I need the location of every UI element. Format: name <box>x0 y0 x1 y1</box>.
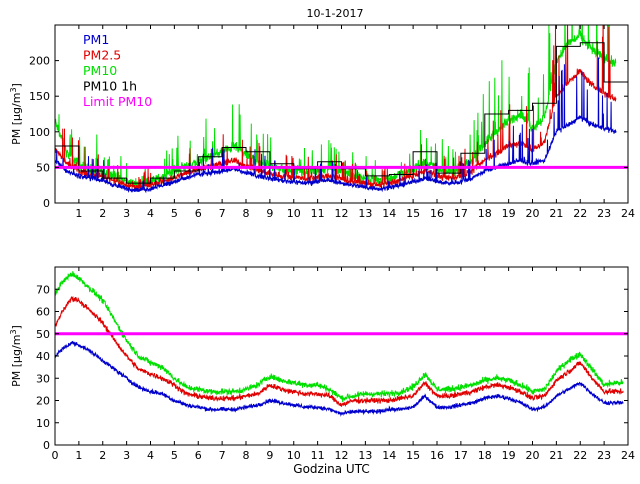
y-axis-label: PM [µg/m3] <box>9 325 23 387</box>
x-tick-label: 11 <box>311 207 325 220</box>
x-tick-label: 12 <box>335 449 349 462</box>
x-tick-label: 15 <box>406 207 420 220</box>
y-tick-label: 10 <box>36 417 50 430</box>
chart-panel-2: 0 1 2 3 4 5 6 7 8 9 10 11 12 13 14 15 16 17 18 19 20 21 22 23 24… <box>9 266 635 476</box>
x-tick-label: 3 <box>123 449 130 462</box>
y-tick-label: 0 <box>43 439 50 452</box>
y-axis-label-sup: 3 <box>9 329 18 334</box>
y-axis-label-main: PM [µg/m <box>10 93 23 145</box>
x-tick-label: 19 <box>502 207 516 220</box>
x-tick-label: 13 <box>358 449 372 462</box>
y-tick-label: 50 <box>36 161 50 174</box>
x-tick-label: 15 <box>406 449 420 462</box>
chart-title: 10-1-2017 <box>307 7 364 20</box>
y-tick-label: 50 <box>36 328 50 341</box>
y-tick-label: 150 <box>29 90 50 103</box>
x-tick-label: 12 <box>335 207 349 220</box>
x-tick-label: 10 <box>287 449 301 462</box>
x-tick-label: 23 <box>597 449 611 462</box>
x-tick-label: 17 <box>454 207 468 220</box>
x-tick-label: 2 <box>99 449 106 462</box>
x-tick-label: 7 <box>219 449 226 462</box>
y-tick-label: 100 <box>29 126 50 139</box>
x-tick-label: 17 <box>454 449 468 462</box>
x-tick-label: 1 <box>75 207 82 220</box>
series-line-pm10-1h <box>55 42 628 184</box>
plot-area <box>55 25 628 194</box>
x-tick-label: 21 <box>549 207 563 220</box>
x-tick-label: 6 <box>195 449 202 462</box>
x-tick-label: 5 <box>171 207 178 220</box>
x-axis-label: Godzina UTC <box>293 462 369 476</box>
x-tick-label: 19 <box>502 449 516 462</box>
series-line-pm1 <box>55 57 617 194</box>
y-axis-label-end: ] <box>10 83 23 87</box>
y-axis-label: PM [µg/m3] <box>9 83 23 145</box>
x-tick-label: 23 <box>597 207 611 220</box>
x-tick-label: 16 <box>430 449 444 462</box>
y-tick-label: 200 <box>29 55 50 68</box>
x-tick-label: 8 <box>243 449 250 462</box>
x-tick-label: 4 <box>147 449 154 462</box>
y-axis-label-end: ] <box>10 325 23 329</box>
plot-frame <box>54 24 629 204</box>
x-tick-label: 14 <box>382 207 396 220</box>
x-tick-label: 16 <box>430 207 444 220</box>
x-tick-label: 9 <box>266 449 273 462</box>
series-line-pm1 <box>55 340 624 417</box>
chart-panel-1: 1 2 3 4 5 6 7 8 9 10 11 12 13 14 15 16 17 18 19 20 21 22 23 240… <box>9 24 635 220</box>
x-tick-label: 0 <box>52 449 59 462</box>
y-tick-label: 30 <box>36 372 50 385</box>
y-tick-label: 20 <box>36 395 50 408</box>
x-tick-label: 20 <box>526 207 540 220</box>
x-tick-label: 10 <box>287 207 301 220</box>
x-tick-label: 18 <box>478 449 492 462</box>
x-tick-label: 22 <box>573 207 587 220</box>
legend-entry: PM10 <box>83 63 117 78</box>
plot-area <box>55 271 628 417</box>
x-tick-label: 24 <box>621 207 635 220</box>
y-axis-label-sup: 3 <box>9 87 18 92</box>
x-tick-label: 2 <box>99 207 106 220</box>
legend-entry: PM2.5 <box>83 48 121 63</box>
x-tick-label: 20 <box>526 449 540 462</box>
x-tick-label: 8 <box>243 207 250 220</box>
x-tick-label: 5 <box>171 449 178 462</box>
legend-entry: Limit PM10 <box>83 94 152 109</box>
x-tick-label: 7 <box>219 207 226 220</box>
x-tick-label: 3 <box>123 207 130 220</box>
y-tick-label: 40 <box>36 350 50 363</box>
x-tick-label: 22 <box>573 449 587 462</box>
x-tick-label: 21 <box>549 449 563 462</box>
x-tick-label: 24 <box>621 449 635 462</box>
x-tick-label: 1 <box>75 449 82 462</box>
series-line-pm10 <box>55 271 624 403</box>
x-tick-label: 13 <box>358 207 372 220</box>
series-line-pm2-5 <box>55 295 624 408</box>
legend-entry: PM10 1h <box>83 79 137 94</box>
x-tick-label: 4 <box>147 207 154 220</box>
y-axis-label-main: PM [µg/m <box>10 335 23 387</box>
x-tick-label: 6 <box>195 207 202 220</box>
y-tick-label: 0 <box>43 197 50 210</box>
x-tick-label: 11 <box>311 449 325 462</box>
y-tick-label: 70 <box>36 283 50 296</box>
x-tick-label: 14 <box>382 449 396 462</box>
x-tick-label: 9 <box>266 207 273 220</box>
y-tick-label: 60 <box>36 306 50 319</box>
x-tick-label: 18 <box>478 207 492 220</box>
legend-entry: PM1 <box>83 32 109 47</box>
